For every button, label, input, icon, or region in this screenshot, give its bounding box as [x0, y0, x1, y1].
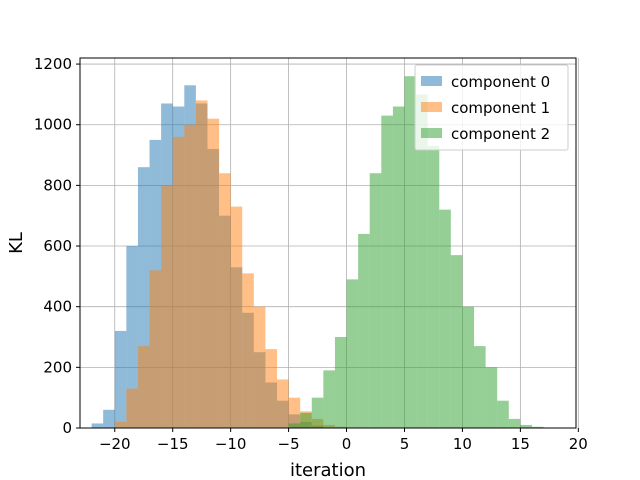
- histogram-bar: [497, 400, 509, 428]
- series-component-2: [288, 76, 544, 429]
- y-tick-label: 600: [43, 237, 72, 255]
- histogram-bar: [219, 173, 231, 428]
- histogram-bar: [114, 330, 127, 428]
- legend: component 0 component 1 component 2: [414, 64, 569, 151]
- histogram-bar: [439, 209, 451, 428]
- histogram-bars: [91, 76, 544, 429]
- x-axis-ticks: −20 −15 −10 −5 0 5 10 15 20: [99, 428, 588, 453]
- histogram-bar: [288, 423, 301, 428]
- y-tick-label: 0: [62, 419, 72, 437]
- histogram-bar: [323, 370, 335, 428]
- histogram-bar: [520, 424, 532, 428]
- histogram-bar: [508, 418, 521, 428]
- histogram-bar: [311, 397, 324, 428]
- histogram-bar: [114, 421, 127, 428]
- histogram-bar: [334, 337, 347, 428]
- histogram-bar: [277, 379, 289, 428]
- x-tick-label: 20: [569, 435, 588, 453]
- y-tick-label: 800: [43, 176, 72, 194]
- x-axis-label: iteration: [290, 460, 366, 480]
- histogram-bar: [149, 270, 162, 428]
- histogram-bar: [137, 346, 150, 428]
- x-tick-label: 0: [342, 435, 352, 453]
- y-tick-label: 400: [43, 298, 72, 316]
- histogram-bar: [392, 106, 405, 428]
- histogram-bar: [288, 397, 301, 428]
- x-tick-label: −20: [99, 435, 131, 453]
- legend-swatch-component-1: [421, 102, 442, 112]
- histogram-bar: [242, 273, 254, 428]
- legend-swatch-component-2: [421, 128, 442, 138]
- histogram-bar: [137, 167, 150, 428]
- legend-label-component-2: component 2: [451, 125, 550, 143]
- x-tick-label: −15: [157, 435, 189, 453]
- x-tick-label: 10: [453, 435, 472, 453]
- histogram-bar: [161, 185, 173, 428]
- histogram-bar: [253, 306, 266, 428]
- y-tick-label: 1200: [34, 55, 72, 73]
- y-axis-label: KL: [6, 232, 27, 254]
- histogram-bar: [427, 145, 440, 429]
- histogram-bar: [126, 246, 138, 428]
- histogram-bar: [358, 233, 370, 428]
- histogram-bar: [300, 412, 312, 428]
- histogram-bar: [485, 367, 498, 428]
- legend-box: [414, 64, 569, 151]
- histogram-bar: [172, 136, 185, 428]
- histogram-bar: [369, 173, 382, 428]
- y-tick-label: 200: [43, 358, 72, 376]
- histogram-bar: [462, 306, 475, 428]
- histogram-bar: [265, 349, 278, 428]
- histogram-bar: [404, 76, 417, 429]
- histogram-bar: [381, 115, 393, 428]
- x-tick-label: 5: [400, 435, 410, 453]
- histogram-bar: [416, 94, 428, 429]
- x-tick-label: 15: [511, 435, 530, 453]
- histogram-bar: [474, 346, 486, 428]
- histogram-bar: [531, 426, 544, 428]
- legend-swatch-component-0: [421, 76, 442, 86]
- histogram-bar: [184, 124, 196, 428]
- plot-frame: [79, 57, 577, 429]
- histogram-bar: [207, 118, 220, 429]
- x-tick-label: −10: [215, 435, 247, 453]
- x-tick-label: −5: [278, 435, 300, 453]
- legend-label-component-1: component 1: [451, 99, 550, 117]
- series-component-1: [114, 100, 347, 429]
- histogram-bar: [195, 100, 208, 428]
- legend-label-component-0: component 0: [451, 73, 550, 91]
- y-tick-label: 1000: [34, 116, 72, 134]
- histogram-bar: [91, 423, 104, 428]
- y-axis-ticks: 0 200 400 600 800 1000 1200: [34, 55, 80, 437]
- histogram-bar: [126, 388, 138, 428]
- histogram-bar: [450, 255, 463, 428]
- histogram-bar: [346, 279, 359, 428]
- histogram-bar: [103, 409, 115, 428]
- histogram-bar: [230, 206, 243, 428]
